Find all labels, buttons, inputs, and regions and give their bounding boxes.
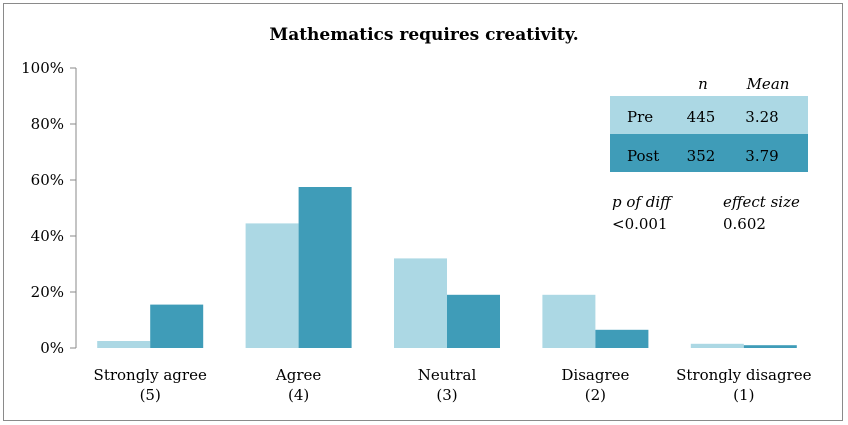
x-category-label: (3): [436, 386, 457, 404]
stats-header-n: n: [698, 75, 708, 93]
y-tick-label: 80%: [31, 115, 64, 133]
bar-pre-1: [245, 223, 299, 348]
bar-post-3: [595, 329, 649, 348]
bar-pre-4: [690, 343, 744, 348]
stats-row-post-mean: 3.79: [745, 147, 778, 165]
stats-row-pre-label: Pre: [627, 108, 653, 126]
bar-post-2: [447, 294, 500, 348]
x-category-label: (4): [288, 386, 309, 404]
x-category-label: Strongly agree: [94, 366, 207, 384]
x-axis-labels: Strongly agree (5) Agree (4) Neutral (3) Disag…: [94, 366, 812, 404]
y-tick-label: 40%: [31, 227, 64, 245]
x-category-label: Neutral: [418, 366, 477, 384]
y-tick-label: 100%: [21, 59, 64, 77]
bar-pre-3: [542, 294, 596, 348]
stats-row-pre-mean: 3.28: [745, 108, 778, 126]
stats-row-pre-n: 445: [687, 108, 716, 126]
x-category-label: (5): [140, 386, 161, 404]
p-diff-value: <0.001: [612, 215, 668, 233]
stats-row-post-bg: [610, 134, 808, 172]
bar-post-4: [743, 345, 797, 348]
stats-header-mean: Mean: [746, 75, 790, 93]
x-category-label: Agree: [275, 366, 321, 384]
chart-frame: [3, 3, 843, 421]
y-tick-label: 20%: [31, 283, 64, 301]
effect-size-label: effect size: [723, 193, 800, 211]
y-tick-label: 60%: [31, 171, 64, 189]
effect-size-value: 0.602: [723, 215, 766, 233]
bar-pre-2: [394, 258, 447, 348]
bar-post-1: [298, 187, 352, 348]
stats-row-post-label: Post: [627, 147, 659, 165]
stats-row-post-n: 352: [687, 147, 716, 165]
bar-pre-0: [97, 341, 151, 348]
stats-row-pre-bg: [610, 96, 808, 134]
stats-annotations: p of diff <0.001 effect size 0.602: [612, 193, 800, 233]
x-category-label: (2): [585, 386, 606, 404]
x-category-label: Disagree: [561, 366, 629, 384]
bar-post-0: [150, 304, 204, 348]
chart-title: Mathematics requires creativity.: [269, 25, 578, 45]
bars-group: [97, 187, 797, 348]
y-axis: 0% 20% 40% 60% 80% 100%: [21, 59, 77, 357]
stats-table: n Mean Pre 445 3.28 Post 352 3.79: [610, 75, 808, 172]
p-diff-label: p of diff: [612, 193, 673, 211]
y-tick-label: 0%: [40, 339, 64, 357]
x-category-label: (1): [733, 386, 754, 404]
x-category-label: Strongly disagree: [676, 366, 811, 384]
